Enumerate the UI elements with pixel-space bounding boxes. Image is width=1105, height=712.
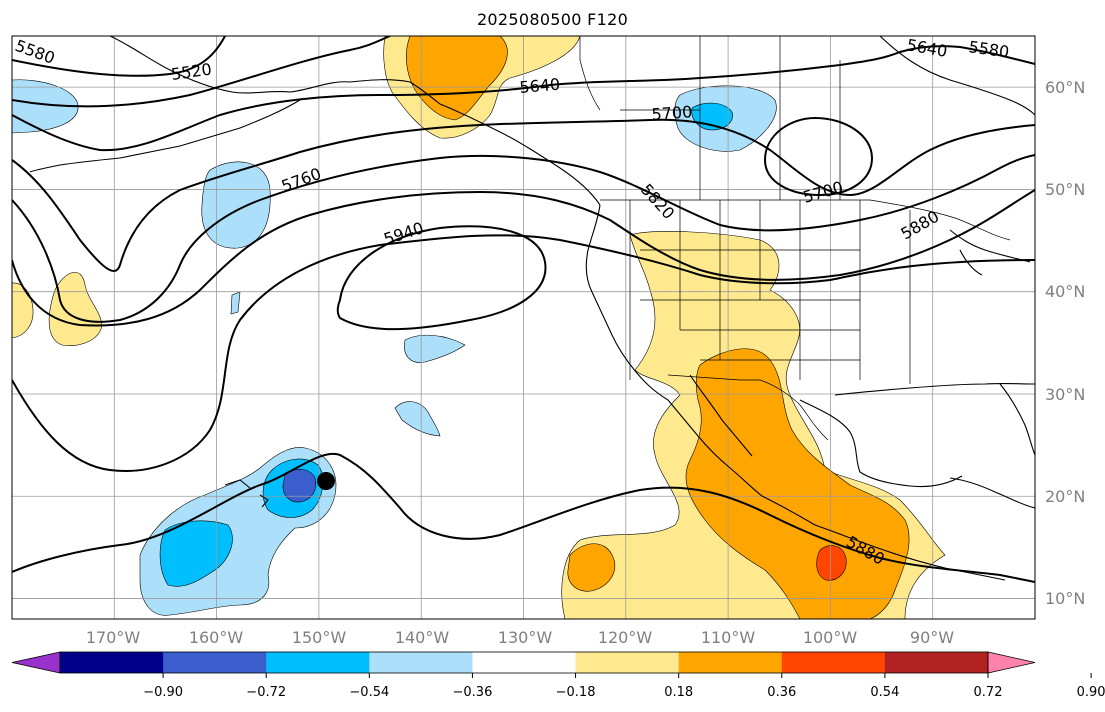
- lat-label-60N: 60°N: [1045, 78, 1085, 97]
- coastline-great-lakes: [949, 229, 1031, 276]
- colorbar-segment: [60, 652, 164, 673]
- coastline-gulf-california: [689, 374, 753, 457]
- lat-label-20N: 20°N: [1045, 487, 1085, 506]
- colorbar: −0.90 −0.72 −0.54 −0.36 −0.18 0.18 0.36 0.54 0.7…: [11, 651, 1105, 700]
- contour-label-5700-west: 5700: [651, 102, 693, 124]
- longitude-labels: 170°W 160°W 150°W 140°W 130°W 120°W 110°…: [86, 628, 954, 647]
- border-canada-provinces: [620, 36, 841, 200]
- colorbar-segment: [163, 652, 267, 673]
- coastline-cuba: [949, 477, 1035, 509]
- orange-area-alaska: [406, 36, 508, 121]
- light-blue-area-north-pacific: [201, 161, 271, 249]
- lat-label-50N: 50°N: [1045, 180, 1085, 199]
- lon-label-90W: 90°W: [910, 628, 954, 647]
- lon-label-160W: 160°W: [189, 628, 244, 647]
- contour-5760: [12, 154, 1035, 323]
- colorbar-tick-label: −0.90: [143, 685, 183, 700]
- lon-label-140W: 140°W: [395, 628, 450, 647]
- blue-area-hawaii-core: [282, 469, 317, 503]
- red-area-mexico: [816, 545, 847, 581]
- coastline-panhandle: [439, 103, 601, 206]
- latitude-labels: 10°N 20°N 30°N 40°N 50°N 60°N: [1045, 78, 1085, 608]
- contour-5880-south: [12, 452, 1035, 583]
- colorbar-extend-low: [11, 651, 61, 674]
- mid-blue-area-hawaii-west: [159, 520, 233, 587]
- orange-area-mexico: [685, 348, 910, 619]
- lon-label-100W: 100°W: [803, 628, 858, 647]
- border-alaska-canada: [579, 36, 601, 111]
- colorbar-tick-label: 0.36: [767, 685, 796, 700]
- coastline-alaska-aleutians: [109, 36, 441, 105]
- coastline-gulf-mexico: [799, 399, 963, 488]
- colorbar-tick-label: 0.18: [664, 685, 693, 700]
- colorbar-segment: [781, 652, 886, 673]
- light-blue-area-east-pacific-b: [394, 401, 441, 437]
- map-plot-area: 5520 5580 5640 5640 5700 5700 5760 5820 …: [12, 36, 1035, 619]
- contour-label-5640-gulf: 5640: [519, 75, 561, 97]
- lat-label-10N: 10°N: [1045, 589, 1085, 608]
- colorbar-tick-label: 0.90: [1077, 685, 1105, 700]
- lon-label-120W: 120°W: [598, 628, 653, 647]
- storm-position-marker: [317, 472, 335, 490]
- contour-5520: [12, 36, 226, 77]
- lon-label-130W: 130°W: [498, 628, 553, 647]
- coastlines: [29, 36, 1035, 581]
- coastline-florida: [999, 383, 1035, 456]
- colorbar-segment: [266, 652, 370, 673]
- lat-label-40N: 40°N: [1045, 282, 1085, 301]
- orange-area-offshore: [567, 543, 616, 592]
- colorbar-frame: [59, 651, 989, 674]
- colorbar-tick-label: 0.72: [974, 685, 1003, 700]
- coastline-gulf-coast-us: [834, 383, 1035, 396]
- border-canada-us: [600, 199, 1011, 241]
- colorbar-segment: [369, 652, 473, 673]
- coastline-alaska-south: [29, 99, 301, 173]
- contour-5700: [12, 118, 1035, 272]
- coastline-baja: [667, 399, 763, 497]
- contour-5880: [12, 234, 1035, 472]
- light-blue-area-nw: [12, 79, 79, 134]
- lon-label-170W: 170°W: [86, 628, 141, 647]
- lon-label-110W: 110°W: [701, 628, 756, 647]
- colorbar-tick-label: 0.54: [870, 685, 899, 700]
- colorbar-segment: [575, 652, 680, 673]
- border-us-mexico: [667, 374, 829, 441]
- colorbar-segment: [678, 652, 783, 673]
- coastline-hudson-bay: [879, 36, 1035, 116]
- contour-5940: [336, 225, 547, 331]
- map-title: 2025080500 F120: [476, 10, 629, 29]
- light-blue-area-east-pacific-a: [404, 334, 466, 363]
- colorbar-segment: [472, 652, 577, 673]
- contour-5580-west: [12, 36, 391, 108]
- colorbar-extend-high: [987, 651, 1036, 674]
- geopotential-contours: [12, 36, 1035, 583]
- colorbar-tick-label: −0.54: [349, 685, 389, 700]
- contour-5640-main: [12, 45, 1035, 152]
- contour-5700-closed: [763, 116, 874, 197]
- coastline-hawaii: [224, 479, 269, 508]
- colorbar-tick-label: −0.18: [556, 685, 596, 700]
- colorbar-tick-label: −0.36: [453, 685, 493, 700]
- map-frame: [11, 35, 1036, 620]
- lat-label-30N: 30°N: [1045, 385, 1085, 404]
- colorbar-segment: [884, 652, 989, 673]
- colorbar-tick-label: −0.72: [246, 685, 286, 700]
- light-blue-area-small: [230, 291, 241, 315]
- lon-label-150W: 150°W: [292, 628, 347, 647]
- contour-5820: [12, 189, 1035, 327]
